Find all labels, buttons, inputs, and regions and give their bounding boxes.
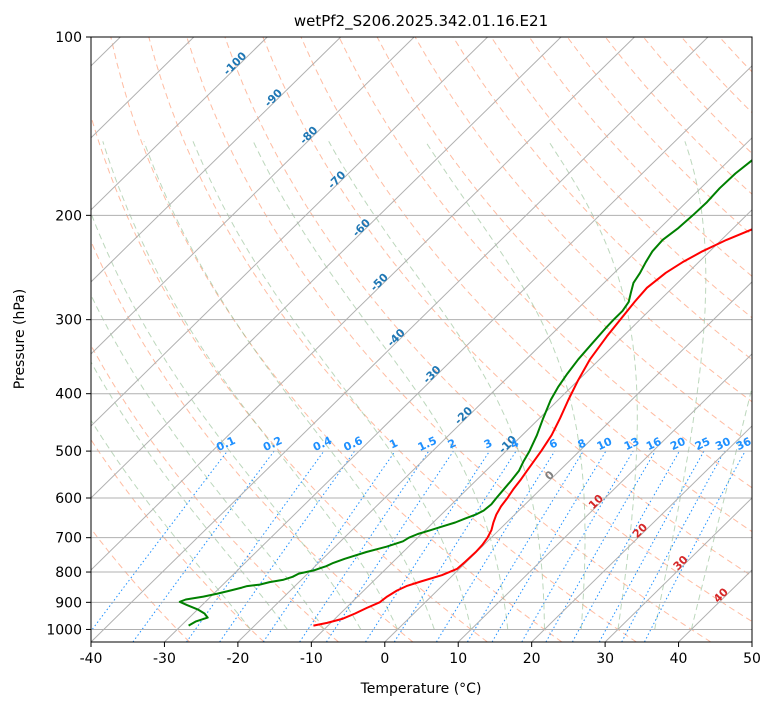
plot-frame bbox=[90, 36, 753, 643]
isotherm-line bbox=[91, 37, 635, 571]
mixing-ratio-label: 13 bbox=[622, 435, 641, 453]
mixing-ratio-line bbox=[435, 450, 556, 642]
moist-adiabat-line bbox=[690, 385, 752, 630]
y-tick-label: 400 bbox=[55, 387, 82, 403]
mixing-ratio-line bbox=[262, 450, 396, 642]
y-axis-ticks: 100 200 300 400 500 600 700 800 900 1000 bbox=[46, 30, 91, 638]
x-tick-label: 30 bbox=[596, 651, 614, 667]
moist-adiabat-line bbox=[548, 141, 638, 630]
isotherm-line bbox=[310, 209, 752, 642]
dry-adiabat-line bbox=[224, 37, 752, 623]
isotherm-line bbox=[91, 37, 415, 355]
y-tick-label: 1000 bbox=[46, 622, 82, 638]
dry-adiabat-line bbox=[186, 37, 712, 642]
dry-adiabat-line bbox=[338, 37, 752, 489]
x-axis-ticks: -40 -30 -20 -10 0 10 20 30 40 50 bbox=[80, 642, 761, 667]
dry-adiabat-line bbox=[262, 37, 752, 577]
mixing-ratio-label: 10 bbox=[595, 435, 615, 453]
mixing-ratio-line bbox=[598, 450, 705, 642]
x-tick-label: 20 bbox=[523, 651, 541, 667]
mixing-ratio-line bbox=[299, 450, 430, 642]
y-tick-label: 500 bbox=[55, 444, 82, 460]
y-tick-label: 800 bbox=[55, 565, 82, 581]
x-tick-label: -30 bbox=[153, 651, 176, 667]
x-tick-label: 50 bbox=[743, 651, 761, 667]
y-tick-label: 600 bbox=[55, 491, 82, 507]
y-axis-label: Pressure (hPa) bbox=[12, 289, 28, 389]
mixing-ratio-label: 25 bbox=[693, 435, 712, 453]
chart-title: wetPf2_S206.2025.342.01.16.E21 bbox=[294, 12, 548, 31]
moist-adiabat-line bbox=[91, 211, 362, 630]
isotherms bbox=[91, 37, 752, 642]
isotherm-line bbox=[91, 37, 268, 211]
mixing-ratio-label: 16 bbox=[644, 435, 664, 453]
dry-adiabat-line bbox=[91, 344, 339, 642]
mixing-ratio-line bbox=[219, 450, 356, 642]
pressure-gridlines bbox=[91, 37, 752, 630]
y-tick-label: 300 bbox=[55, 313, 82, 329]
mixing-ratio-line bbox=[571, 450, 680, 642]
isotherm-line bbox=[531, 425, 752, 642]
dry-adiabat-line bbox=[91, 438, 265, 642]
y-tick-label: 900 bbox=[55, 595, 82, 611]
moist-adiabat-line bbox=[143, 141, 435, 630]
moist-adiabat-line bbox=[91, 419, 252, 630]
x-tick-label: -20 bbox=[226, 651, 249, 667]
x-tick-label: 0 bbox=[380, 651, 389, 667]
isotherm-line bbox=[384, 281, 752, 642]
mixing-ratio-line bbox=[91, 450, 228, 632]
isotherm-line bbox=[91, 37, 562, 499]
plot-area: -100-90-80-70-60-50-40-30-20-100.1 0.2 0.4… bbox=[91, 37, 754, 642]
isotherm-line bbox=[164, 65, 752, 642]
moist-adiabat-line bbox=[91, 361, 288, 630]
mixing-ratio-line bbox=[466, 450, 584, 642]
mixing-ratio-line bbox=[621, 450, 725, 642]
mixing-ratio-line bbox=[393, 450, 517, 642]
dry-adiabat-line bbox=[148, 37, 637, 642]
moist-adiabats bbox=[91, 141, 752, 630]
isotherm-line bbox=[604, 497, 752, 642]
mixing-ratio-label: 30 bbox=[713, 435, 733, 453]
moist-adiabat-line bbox=[424, 141, 586, 630]
isotherm-line bbox=[91, 37, 342, 283]
mixing-ratio-label: 36 bbox=[734, 435, 754, 453]
moist-adiabat-line bbox=[328, 141, 545, 630]
moist-adiabat-line bbox=[252, 141, 509, 630]
y-tick-label: 100 bbox=[55, 30, 82, 46]
moist-adiabat-line bbox=[654, 141, 707, 630]
dry-adiabat-line bbox=[91, 114, 488, 642]
x-tick-label: 40 bbox=[670, 651, 688, 667]
mixing-ratio-label: 20 bbox=[668, 435, 688, 453]
moist-adiabat-line bbox=[102, 141, 399, 630]
x-tick-label: -10 bbox=[300, 651, 323, 667]
x-tick-label: 10 bbox=[449, 651, 467, 667]
dry-adiabat-line bbox=[490, 37, 752, 319]
dry-adiabat-line bbox=[452, 37, 752, 361]
mixing-ratio-line bbox=[365, 450, 491, 642]
isotherm-line bbox=[91, 37, 709, 642]
mixing-ratio-line bbox=[132, 450, 275, 642]
temperature-line bbox=[313, 228, 752, 627]
y-tick-label: 700 bbox=[55, 531, 82, 547]
y-tick-label: 200 bbox=[55, 208, 82, 224]
dewpoint-line bbox=[178, 159, 752, 627]
isotherm-line bbox=[91, 37, 488, 427]
dry-adiabat-line bbox=[110, 37, 563, 642]
isotherm-line bbox=[457, 353, 752, 642]
profile-lines bbox=[178, 159, 752, 627]
moist-adiabat-line bbox=[192, 141, 472, 630]
x-axis-label: Temperature (°C) bbox=[360, 681, 482, 697]
x-tick-label: -40 bbox=[80, 651, 103, 667]
